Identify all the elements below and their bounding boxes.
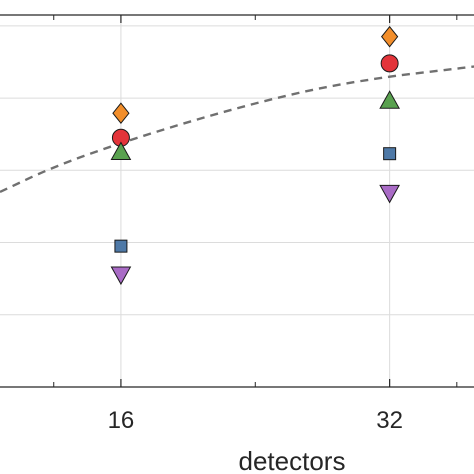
data-point-triangle-up: [379, 90, 400, 109]
data-points: [110, 25, 400, 286]
trend-line: [0, 65, 474, 194]
data-point-circle: [380, 54, 399, 73]
data-point-triangle-down: [379, 184, 400, 204]
trend-line-group: [0, 65, 474, 194]
tick-labels: 16 32: [108, 407, 403, 434]
data-point-triangle-down: [110, 266, 132, 286]
data-point-square: [383, 147, 397, 161]
grid-lines: [0, 15, 474, 387]
x-tick-label: 32: [376, 407, 403, 434]
data-point-triangle-up: [110, 141, 132, 161]
x-tick-label: 16: [108, 407, 135, 434]
data-point-square: [114, 239, 128, 253]
x-axis-title: detectors: [239, 446, 346, 474]
data-point-diamond: [380, 25, 399, 48]
axes: [0, 14, 474, 388]
data-point-diamond: [112, 102, 130, 125]
